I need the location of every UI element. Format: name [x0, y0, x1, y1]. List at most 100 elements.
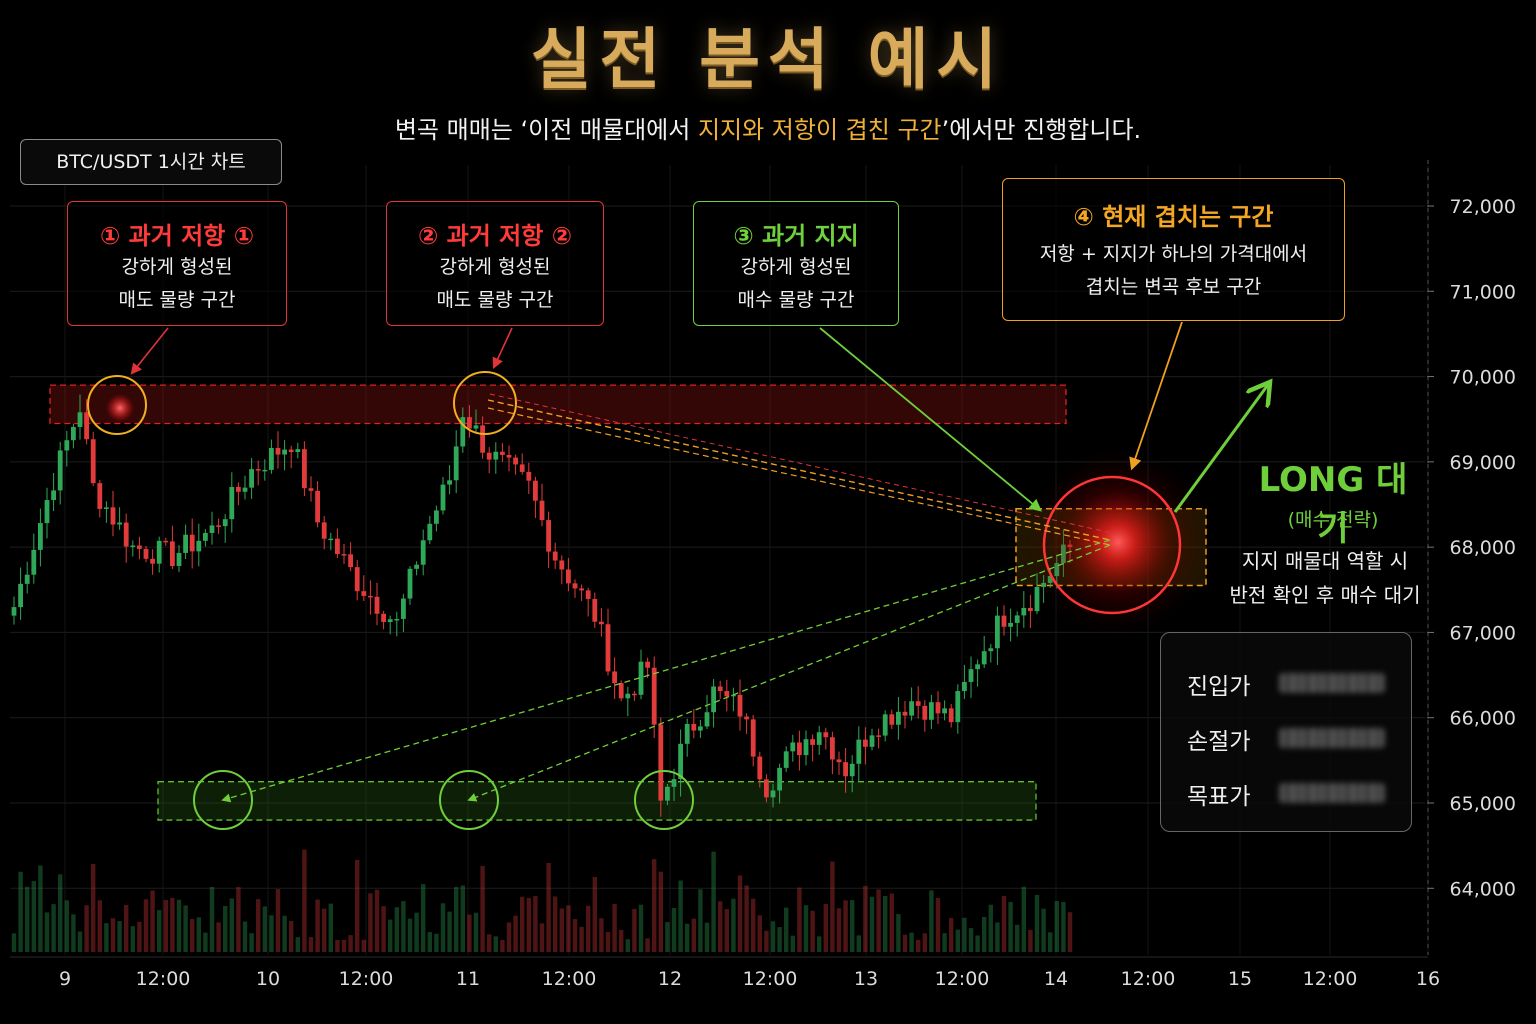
volume-bar [1008, 901, 1013, 952]
x-tick-label: 12:00 [935, 968, 990, 990]
callout-resistance-1: ① 과거 저항 ① 강하게 형성된 매도 물량 구간 [67, 201, 287, 326]
long-line: 지지 매물대 역할 시 [1241, 549, 1409, 573]
candle-body [803, 739, 809, 756]
candle-body [77, 412, 83, 427]
candle-body [64, 440, 70, 451]
volume-bar [566, 905, 571, 952]
volume-bar [130, 926, 135, 952]
volume-bar [988, 904, 993, 952]
volume-bar [401, 901, 406, 952]
candle-body [321, 522, 327, 539]
volume-bar [830, 861, 835, 952]
volume-bar [91, 864, 96, 952]
volume-bar [117, 921, 122, 952]
candle-body [764, 779, 769, 798]
x-tick-label: 11 [456, 968, 480, 990]
volume-bar [473, 912, 479, 952]
subtitle-after: ’에서만 진행합니다. [941, 116, 1142, 144]
volume-bar [817, 936, 822, 952]
candle-body [38, 523, 43, 550]
volume-bar [949, 918, 954, 952]
volume-bar [579, 926, 584, 952]
candle-body [942, 708, 947, 714]
candle-body [777, 767, 782, 791]
candle-body [599, 621, 604, 625]
candle-body [1034, 587, 1040, 612]
volume-bar [31, 881, 36, 952]
candle-body [843, 762, 848, 777]
volume-bar [506, 922, 512, 952]
x-tick-label: 13 [854, 968, 878, 990]
candle-body [533, 480, 538, 501]
support-zone [157, 781, 1037, 821]
arrow-resistance-1 [130, 327, 169, 375]
candle-body [658, 724, 664, 801]
volume-bar [757, 915, 762, 952]
arrow-support [819, 327, 1042, 512]
candle-body [770, 790, 776, 798]
volume-bar [1028, 929, 1033, 952]
candle-body [269, 448, 274, 470]
volume-bar [18, 871, 23, 952]
volume-bar [777, 927, 782, 952]
volume-bar [711, 851, 716, 952]
candle-body [948, 708, 954, 723]
volume-bar [143, 899, 149, 952]
candle-body [882, 714, 888, 736]
y-tick-label: 71,000 [1450, 281, 1516, 303]
volume-bar [38, 865, 43, 952]
callout-line: 저항 + 지지가 하나의 가격대에서 [1039, 243, 1308, 265]
candle-body [625, 693, 631, 699]
candle-body [698, 726, 703, 731]
volume-bar [381, 906, 386, 952]
volume-bar [652, 859, 657, 952]
volume-bar [718, 901, 723, 952]
volume-bar [454, 887, 459, 952]
volume-bar [229, 898, 234, 952]
candle-body [876, 735, 881, 737]
volume-bar [282, 915, 287, 952]
volume-bar [658, 871, 663, 952]
candle-body [255, 469, 261, 471]
volume-bar [1034, 894, 1040, 952]
candle-body [434, 510, 439, 524]
candle-body [150, 558, 155, 564]
stop-value-blurred [1279, 728, 1385, 748]
candle-body [526, 471, 532, 481]
candle-body [493, 451, 499, 460]
volume-bar [863, 885, 868, 952]
callout-title: ③ 과거 지지 [733, 222, 859, 250]
candle-body [401, 598, 406, 619]
volume-bar [64, 900, 69, 952]
candle-body [156, 540, 162, 564]
x-tick-label: 12:00 [136, 968, 191, 990]
volume-bar [262, 906, 267, 952]
volume-bar [520, 896, 525, 952]
candle-body [381, 613, 386, 623]
entry-value-blurred [1279, 673, 1385, 693]
volume-bar [163, 899, 168, 952]
candle-body [1001, 615, 1007, 627]
candle-body [183, 534, 188, 553]
candle-body [506, 454, 512, 458]
volume-bar [341, 939, 347, 952]
volume-bar [995, 922, 1000, 952]
candle-body [823, 732, 829, 738]
volume-bar [58, 874, 63, 952]
candle-body [130, 545, 136, 547]
candle-body [566, 569, 571, 584]
callout-title: ④ 현재 겹치는 구간 [1073, 203, 1274, 231]
candle-body [295, 449, 301, 453]
candle-body [387, 619, 393, 623]
candle-body [209, 525, 215, 533]
volume-bars [11, 849, 1073, 952]
volume-bar [645, 938, 650, 952]
candle-body [902, 711, 908, 716]
candle-body [962, 681, 967, 692]
callout-support: ③ 과거 지지 강하게 형성된 매수 물량 구간 [693, 201, 899, 326]
page-subtitle: 변곡 매매는 ‘이전 매물대에서 지지와 저항이 겹친 구간’에서만 진행합니다… [0, 110, 1536, 145]
long-title: LONG 대기 [1258, 460, 1408, 549]
volume-bar [269, 915, 274, 952]
volume-bar [203, 932, 208, 952]
volume-bar [619, 929, 624, 952]
